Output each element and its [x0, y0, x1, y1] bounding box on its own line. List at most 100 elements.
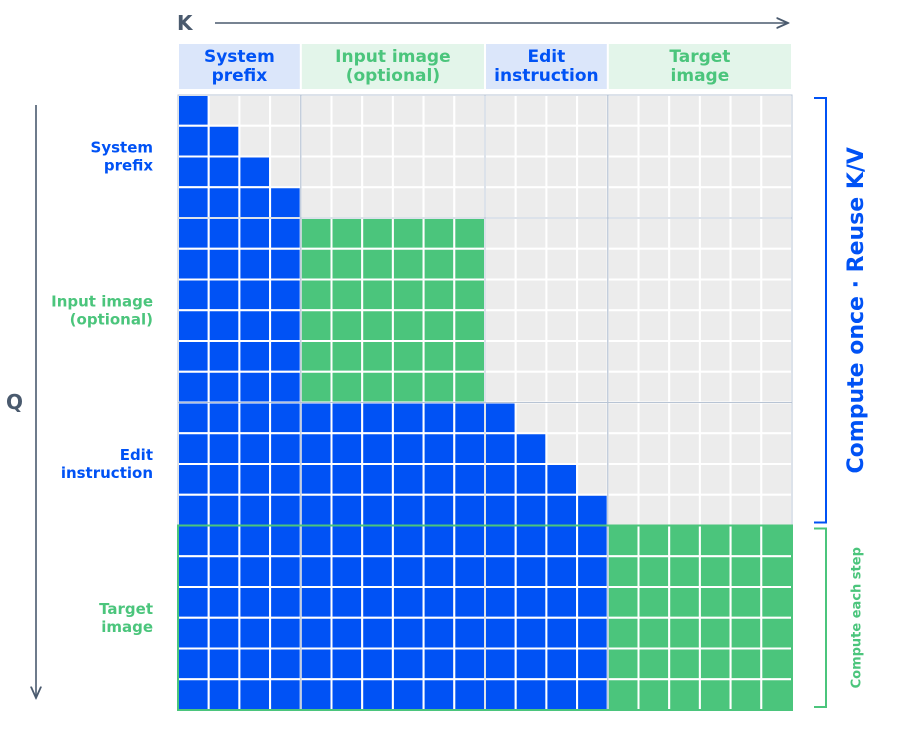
mask-cell: [361, 309, 394, 342]
mask-cell: [269, 94, 302, 127]
mask-cell: [238, 463, 272, 496]
mask-cell: [177, 616, 210, 650]
mask-cell: [668, 247, 701, 281]
column-header-input-image: Input image (optional): [335, 47, 450, 86]
mask-cell: [177, 217, 210, 250]
mask-cell: [299, 217, 333, 250]
mask-cell: [668, 186, 701, 219]
mask-cell: [207, 678, 241, 711]
mask-cell: [484, 463, 517, 496]
mask-cell: [514, 186, 548, 219]
mask-cell: [299, 463, 333, 496]
mask-cell: [238, 432, 272, 465]
mask-cell: [207, 401, 241, 435]
mask-cell: [299, 586, 333, 619]
mask-cell: [514, 493, 548, 527]
mask-cell: [637, 340, 671, 373]
mask-cell: [299, 186, 333, 219]
mask-cell: [453, 432, 486, 465]
mask-cell: [484, 247, 517, 281]
mask-cell: [361, 186, 394, 219]
mask-cell: [453, 678, 486, 711]
mask-cell: [760, 586, 793, 619]
mask-cell: [514, 555, 548, 588]
mask-cell: [330, 340, 364, 373]
mask-cell: [361, 555, 394, 588]
mask-cell: [177, 586, 210, 619]
mask-cell: [330, 432, 364, 465]
mask-cell: [207, 340, 241, 373]
mask-cell: [760, 678, 793, 711]
mask-cell: [177, 463, 210, 496]
mask-cell: [698, 278, 732, 312]
mask-cell: [484, 124, 517, 158]
mask-cell: [391, 463, 425, 496]
mask-cell: [484, 94, 517, 127]
mask-cell: [637, 370, 671, 404]
mask-cell: [576, 278, 609, 312]
mask-cell: [299, 278, 333, 312]
mask-cell: [606, 278, 640, 312]
mask-cell: [238, 524, 272, 558]
mask-cell: [576, 217, 609, 250]
mask-cell: [760, 555, 793, 588]
mask-cell: [729, 678, 763, 711]
row-label-target-image: Target image: [99, 600, 153, 636]
mask-cell: [361, 524, 394, 558]
column-header-target-image: Target image: [669, 47, 730, 86]
mask-cell: [391, 340, 425, 373]
mask-cell: [729, 247, 763, 281]
mask-cell: [760, 647, 793, 681]
mask-cell: [729, 217, 763, 250]
mask-cell: [207, 155, 241, 189]
mask-cell: [606, 370, 640, 404]
mask-cell: [238, 155, 272, 189]
mask-cell: [729, 309, 763, 342]
mask-cell: [637, 155, 671, 189]
mask-cell: [422, 155, 456, 189]
mask-cell: [668, 555, 701, 588]
mask-cell: [391, 155, 425, 189]
mask-cell: [330, 155, 364, 189]
mask-cell: [330, 401, 364, 435]
mask-cell: [484, 493, 517, 527]
mask-cell: [606, 463, 640, 496]
mask-cell: [177, 401, 210, 435]
mask-cell: [606, 678, 640, 711]
mask-cell: [729, 463, 763, 496]
mask-cell: [422, 678, 456, 711]
mask-cell: [760, 524, 793, 558]
mask-cell: [207, 278, 241, 312]
mask-cell: [545, 647, 579, 681]
mask-cell: [484, 616, 517, 650]
mask-cell: [698, 616, 732, 650]
mask-cell: [514, 94, 548, 127]
mask-cell: [576, 94, 609, 127]
mask-cell: [207, 186, 241, 219]
mask-cell: [760, 247, 793, 281]
mask-cell: [606, 94, 640, 127]
mask-cell: [606, 555, 640, 588]
mask-cell: [698, 647, 732, 681]
mask-cell: [361, 217, 394, 250]
mask-cell: [453, 493, 486, 527]
mask-cell: [453, 340, 486, 373]
mask-cell: [422, 401, 456, 435]
column-header-bg-input-image: [301, 44, 484, 89]
mask-cell: [668, 524, 701, 558]
mask-cell: [576, 124, 609, 158]
mask-cell: [238, 217, 272, 250]
mask-cell: [453, 647, 486, 681]
mask-cell: [576, 524, 609, 558]
mask-cell: [177, 155, 210, 189]
mask-cell: [269, 401, 302, 435]
mask-cell: [422, 524, 456, 558]
mask-cell: [238, 493, 272, 527]
mask-cell: [514, 463, 548, 496]
mask-cell: [760, 401, 793, 435]
mask-cell: [453, 555, 486, 588]
mask-cell: [177, 493, 210, 527]
each_step-bracket-label: Compute each step: [850, 547, 865, 688]
mask-cell: [238, 186, 272, 219]
